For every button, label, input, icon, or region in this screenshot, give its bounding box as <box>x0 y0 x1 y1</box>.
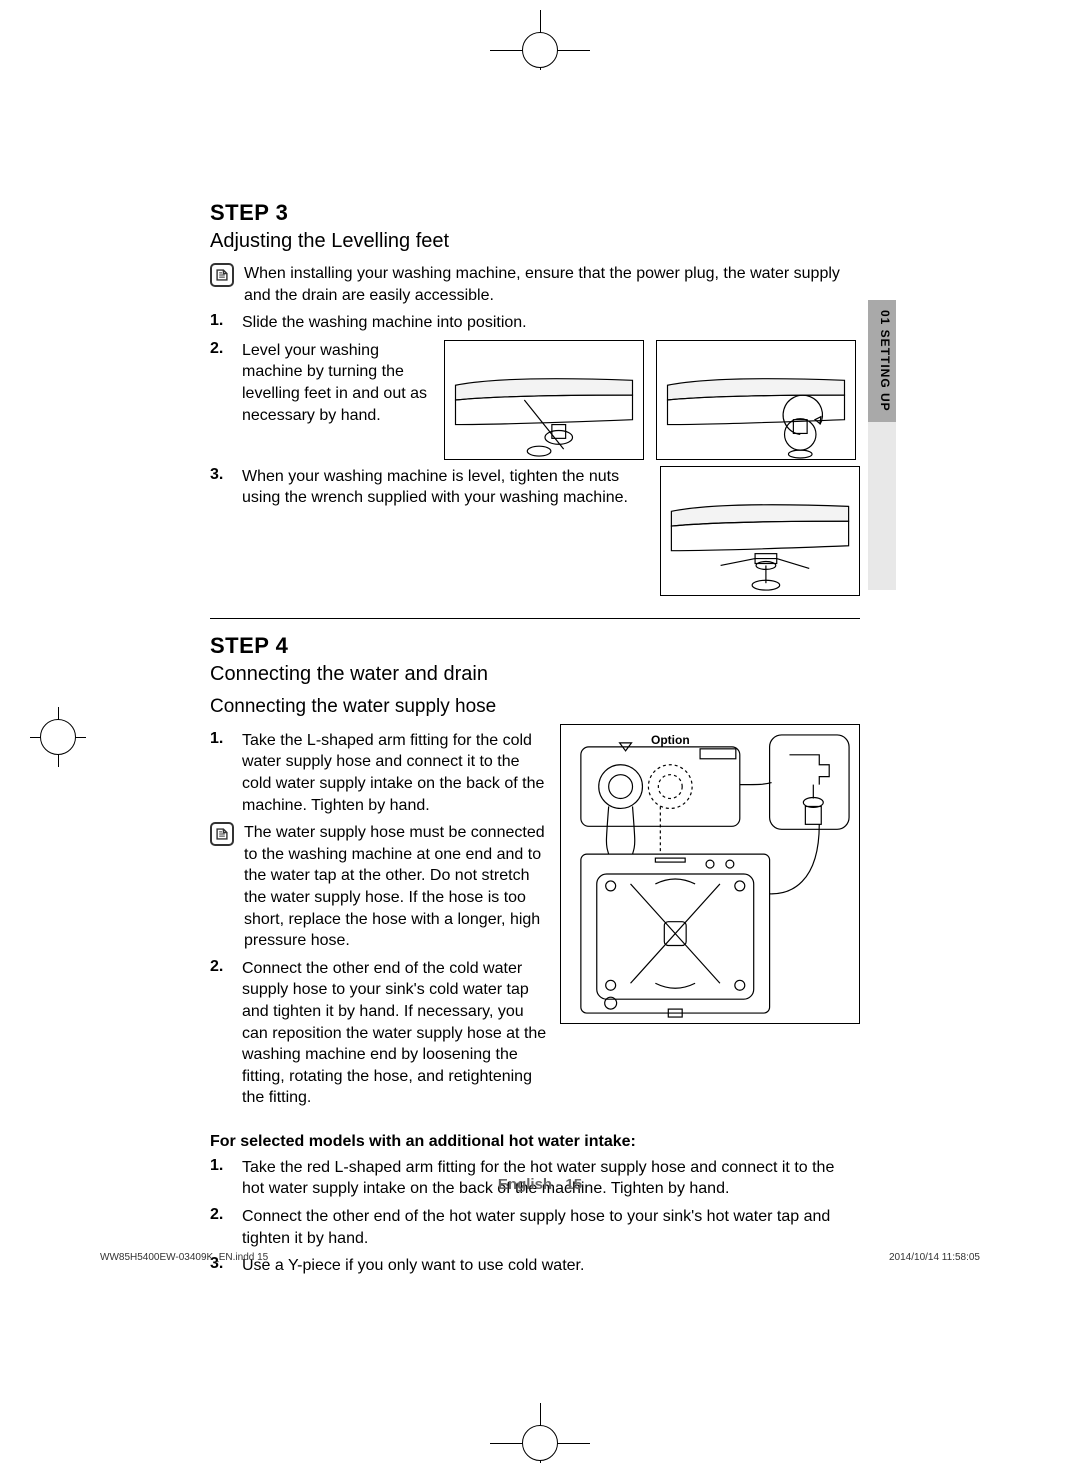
step3-title: STEP 3 <box>210 200 860 226</box>
option-label: Option <box>651 733 690 747</box>
step4-title: STEP 4 <box>210 633 860 659</box>
list-text: Use a Y-piece if you only want to use co… <box>242 1255 584 1277</box>
print-footer-left: WW85H5400EW-03409K_EN.indd 15 <box>100 1252 268 1263</box>
figure-levelling-1 <box>444 340 644 460</box>
manual-page: 01 SETTING UP STEP 3 Adjusting the Level… <box>0 0 1080 1473</box>
list-number: 1. <box>210 312 232 334</box>
hot-water-list: 1. Take the red L-shaped arm fitting for… <box>210 1157 860 1277</box>
step3-list: 1. Slide the washing machine into positi… <box>210 312 860 596</box>
list-item: 1. Take the L-shaped arm fitting for the… <box>210 730 548 816</box>
divider <box>210 618 860 619</box>
step3-subtitle: Adjusting the Levelling feet <box>210 230 860 253</box>
list-text: Take the L-shaped arm fitting for the co… <box>242 730 548 816</box>
list-number: 1. <box>210 730 232 816</box>
page-content: STEP 3 Adjusting the Levelling feet When… <box>210 200 860 1283</box>
list-number: 2. <box>210 340 232 426</box>
list-text: Connect the other end of the hot water s… <box>242 1206 860 1249</box>
figure-levelling-2 <box>656 340 856 460</box>
step4-list-b: 2. Connect the other end of the cold wat… <box>210 958 548 1109</box>
list-item: 3. When your washing machine is level, t… <box>210 466 860 596</box>
list-number: 2. <box>210 958 232 1109</box>
figure-water-connection: Option <box>560 724 860 1024</box>
list-item: 3. Use a Y-piece if you only want to use… <box>210 1255 860 1277</box>
step4-note: The water supply hose must be connected … <box>210 822 548 952</box>
hot-water-heading: For selected models with an additional h… <box>210 1133 860 1151</box>
list-text: Slide the washing machine into position. <box>242 312 527 334</box>
list-text: When your washing machine is level, tigh… <box>242 466 642 509</box>
list-item: 2. Connect the other end of the hot wate… <box>210 1206 860 1249</box>
list-item: 1. Slide the washing machine into positi… <box>210 312 860 334</box>
step4-note-text: The water supply hose must be connected … <box>244 822 548 952</box>
step4-subtitle: Connecting the water and drain <box>210 663 860 686</box>
list-text: Connect the other end of the cold water … <box>242 958 548 1109</box>
note-icon <box>210 263 234 287</box>
step3-note-text: When installing your washing machine, en… <box>244 263 860 306</box>
list-item: 2. Level your washing machine by turning… <box>210 340 860 460</box>
print-footer-right: 2014/10/14 11:58:05 <box>889 1252 980 1263</box>
crop-mark-top <box>510 10 570 70</box>
step4-row: 1. Take the L-shaped arm fitting for the… <box>210 724 860 1115</box>
page-footer: English - 15 <box>0 1176 1080 1193</box>
step4-list-a: 1. Take the L-shaped arm fitting for the… <box>210 730 548 816</box>
list-text: Level your washing machine by turning th… <box>242 340 432 426</box>
list-number: 2. <box>210 1206 232 1249</box>
section-tab: 01 SETTING UP <box>868 300 896 590</box>
list-number: 3. <box>210 466 232 509</box>
step4-subhead: Connecting the water supply hose <box>210 696 860 718</box>
list-item: 2. Connect the other end of the cold wat… <box>210 958 548 1109</box>
crop-mark-bottom <box>510 1403 570 1463</box>
step3-note: When installing your washing machine, en… <box>210 263 860 306</box>
section-tab-label: 01 SETTING UP <box>868 300 896 422</box>
note-icon <box>210 822 234 846</box>
figure-levelling-3 <box>660 466 860 596</box>
